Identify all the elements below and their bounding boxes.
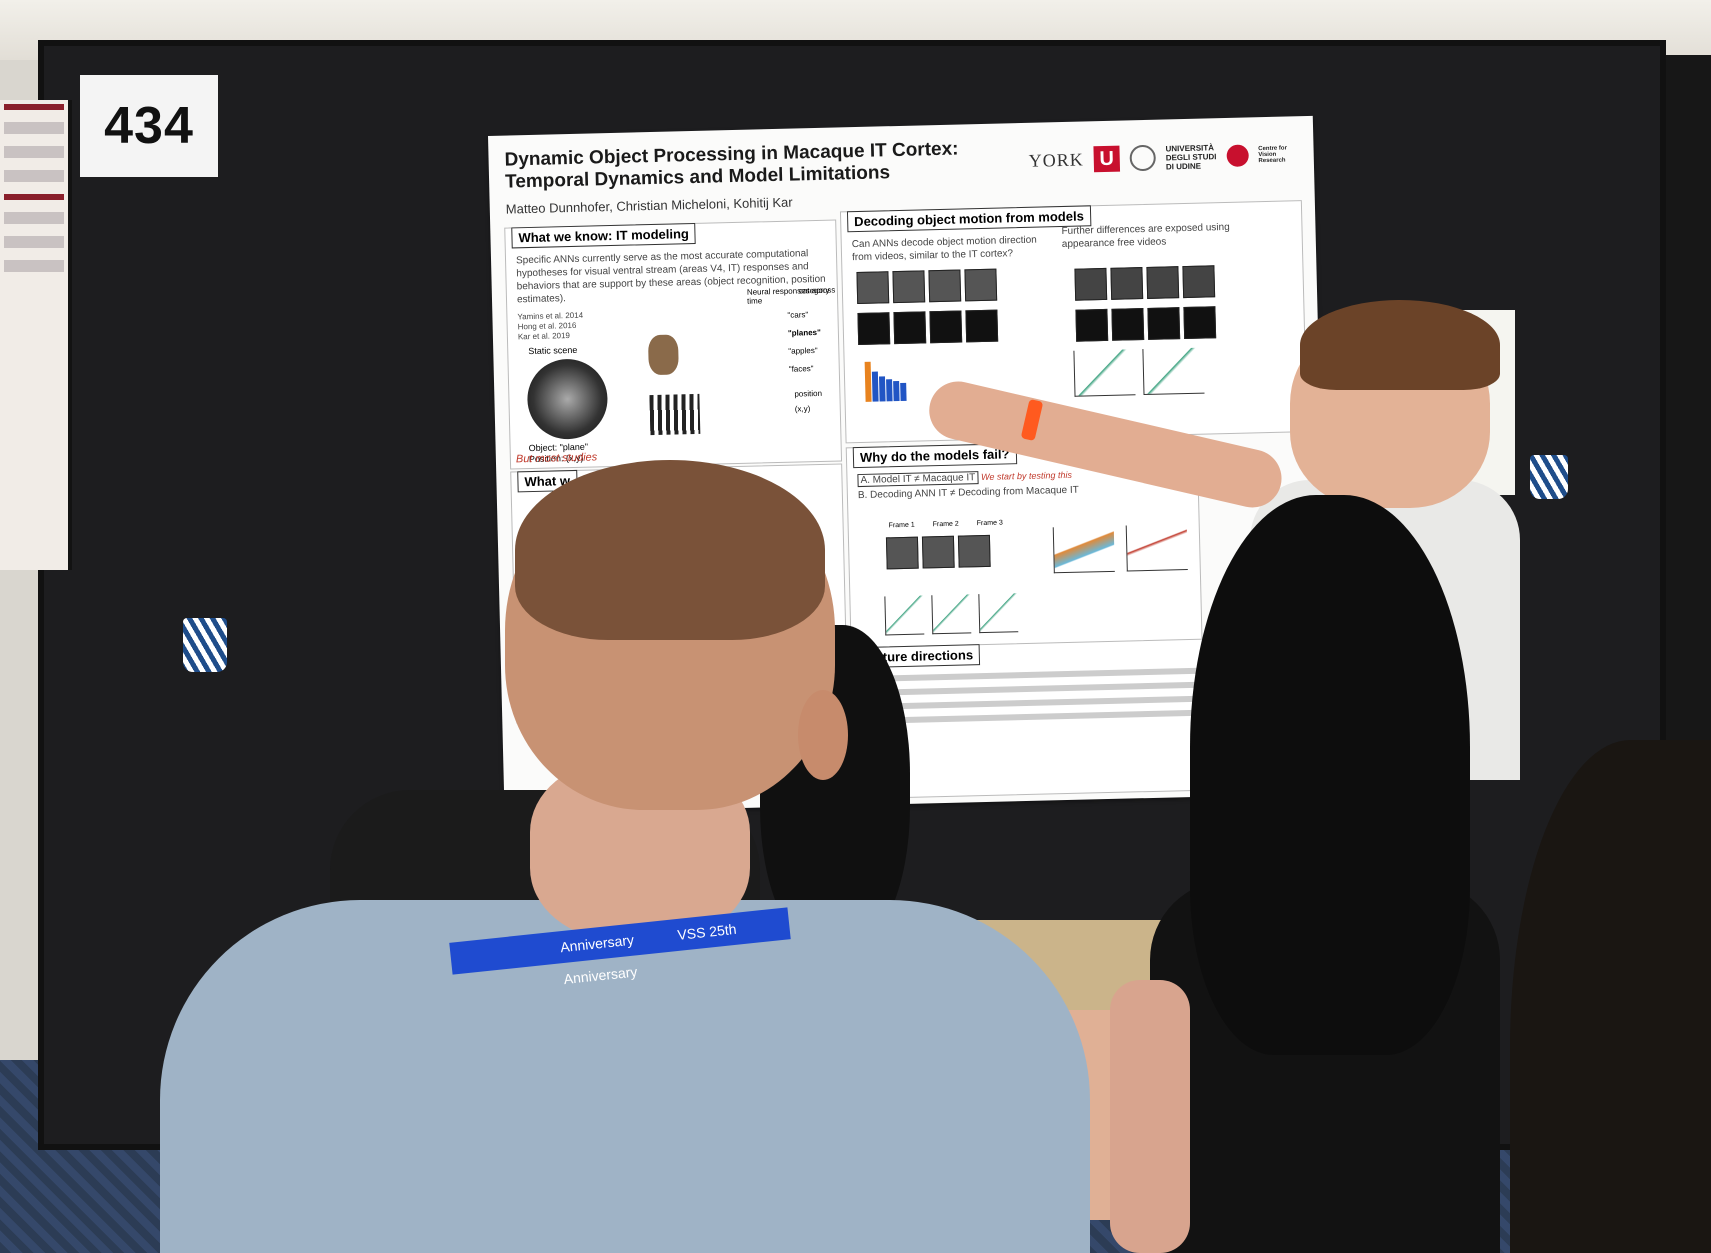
frame-thumb (893, 311, 927, 345)
monkey-icon (647, 334, 679, 376)
frame-label: Frame 3 (976, 519, 1003, 528)
frame-thumb (921, 535, 955, 569)
frame-thumb (929, 310, 963, 344)
scene-image (526, 358, 609, 441)
frame-thumb (1147, 307, 1181, 340)
poster-title: Dynamic Object Processing in Macaque IT … (504, 138, 975, 193)
timecourse-plots (1069, 343, 1208, 405)
plot-bar (864, 361, 872, 402)
frame-thumb (1110, 267, 1144, 300)
plot-bar (878, 376, 886, 402)
decoding-bar-plot (864, 361, 908, 412)
section-what-we-know: What we know: IT modeling Specific ANNs … (504, 219, 843, 470)
board-number-card: 434 (80, 75, 218, 177)
category-list: "cars" "planes" "apples" "faces" (787, 306, 822, 379)
viewer-woman-arm (1110, 980, 1190, 1253)
small-plot (931, 594, 972, 635)
frame-thumb (1075, 308, 1109, 342)
presenter-hair (1300, 300, 1500, 390)
category-item: "planes" (787, 327, 821, 338)
viewer-man-hair (515, 460, 825, 640)
category-item: "cars" (787, 310, 809, 320)
plot-bar (871, 371, 879, 402)
frame-thumb (1146, 266, 1180, 299)
poster-authors: Matteo Dunnhofer, Christian Micheloni, K… (505, 194, 793, 217)
position-heading: position (794, 388, 823, 399)
video-frames (854, 266, 1016, 352)
frame-thumb (957, 534, 991, 568)
frame-thumb (1111, 308, 1145, 341)
why-fail-plots (880, 589, 1022, 644)
frame-thumb (885, 536, 919, 570)
paper-cup (183, 618, 227, 672)
position-xy: (x,y) (794, 404, 811, 414)
further-text: Further differences are exposed using ap… (1061, 221, 1230, 251)
ann-layers-icon (649, 393, 701, 436)
hypothesis-note: We start by testing this (980, 469, 1073, 483)
frame-label: Frame 1 (888, 521, 915, 530)
red-callout: But most studies (515, 451, 598, 466)
response-plot (1126, 524, 1189, 572)
timecourse-plot (1073, 349, 1136, 397)
category-item: "faces" (788, 364, 814, 374)
plot-bar (893, 381, 900, 402)
response-plot (1052, 525, 1115, 574)
viewer-woman-hair (1190, 495, 1470, 1055)
frame-thumb (892, 270, 926, 304)
section-body: Can ANNs decode object motion direction … (851, 234, 1037, 264)
static-scene-label: Static scene (528, 344, 578, 357)
paper-cup (1530, 455, 1568, 499)
why-fail-frames (884, 533, 993, 577)
adjacent-poster (0, 100, 72, 570)
plot-bar (900, 382, 907, 401)
small-plot (978, 593, 1019, 634)
york-logo-text: YORK (1028, 148, 1084, 171)
udine-seal-icon (1129, 144, 1157, 172)
small-plot (884, 595, 925, 636)
lanyard-text-left: Anniversary (559, 931, 635, 956)
frame-thumb (928, 269, 962, 303)
frame-thumb (965, 309, 999, 343)
response-plots (1049, 520, 1193, 582)
timecourse-plot (1142, 347, 1205, 396)
udine-line3: DI UDINE (1165, 161, 1202, 171)
viewer-man-ear (798, 690, 848, 780)
category-item: "apples" (788, 346, 818, 356)
category-label: category (798, 285, 830, 296)
adjacent-board (1666, 55, 1711, 755)
frame-thumb (1182, 265, 1216, 299)
cvr-logo-text: Centre for Vision Research (1258, 145, 1287, 165)
frame-thumb (856, 271, 890, 305)
appearance-free-frames (1072, 263, 1234, 349)
frame-labels: Frame 1 Frame 2 Frame 3 (889, 520, 1003, 530)
csan-logo-icon (1226, 144, 1249, 167)
institution-logos: YORK U UNIVERSITÀ DEGLI STUDI DI UDINE C… (1028, 134, 1299, 181)
york-u-logo: U (1093, 145, 1121, 173)
plot-bar (886, 379, 893, 402)
frame-label: Frame 2 (932, 520, 959, 529)
frame-thumb (1183, 306, 1217, 340)
frame-thumb (1074, 267, 1108, 301)
section-heading: Decoding object motion from models (846, 205, 1092, 233)
frame-thumb (964, 268, 998, 302)
frame-thumb (857, 312, 891, 346)
udine-logo-text: UNIVERSITÀ DEGLI STUDI DI UDINE (1165, 143, 1216, 171)
